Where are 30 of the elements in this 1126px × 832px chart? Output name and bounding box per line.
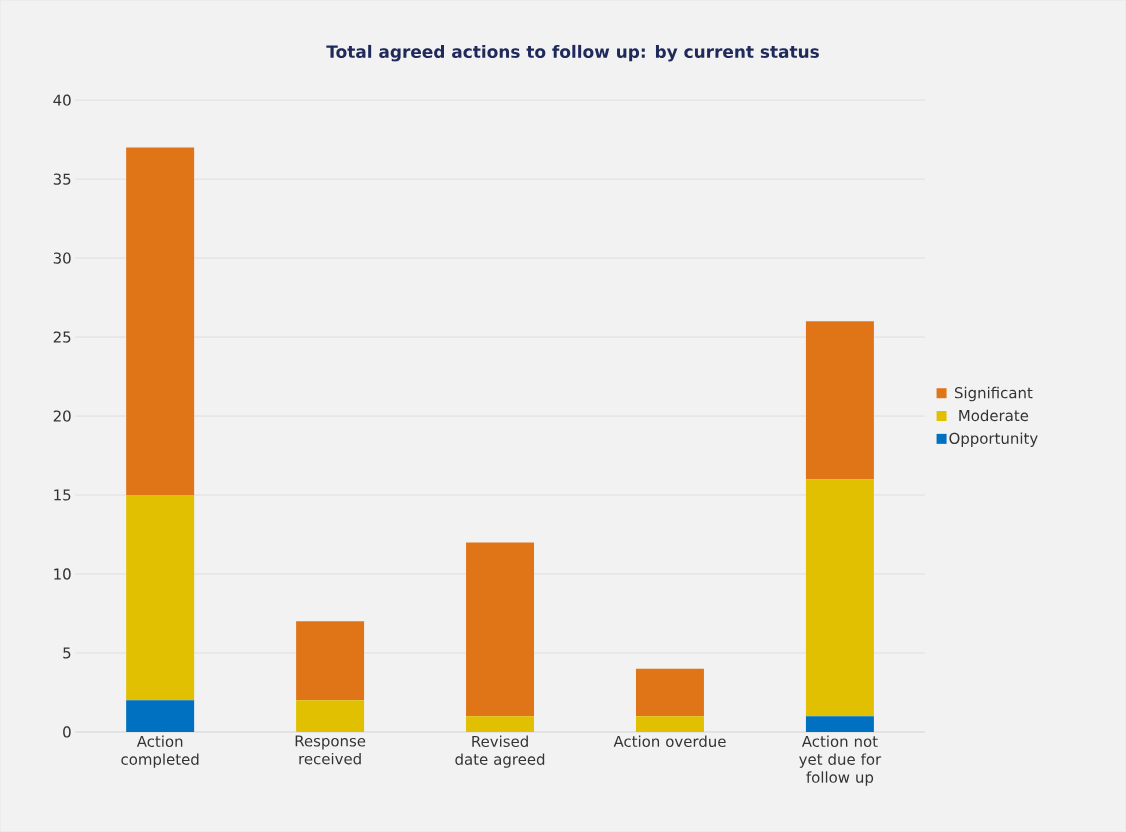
bar — [296, 700, 365, 732]
bar — [126, 147, 195, 495]
y-tick-label: 25 — [53, 331, 71, 343]
x-tick-label: Action completed — [121, 735, 199, 768]
bar — [296, 621, 365, 701]
bar — [805, 479, 874, 717]
bar — [466, 716, 535, 732]
y-tick-label: 10 — [54, 568, 71, 580]
y-tick-label: 30 — [53, 252, 71, 264]
x-tick-label: Revised date agreed — [455, 735, 545, 768]
bar — [126, 494, 195, 701]
y-tick-label: 0 — [63, 726, 71, 738]
legend-label: Moderate — [959, 409, 1029, 422]
y-tick-label: 40 — [53, 94, 71, 106]
bar — [126, 700, 195, 732]
bar — [635, 668, 704, 717]
chart-title: Total agreed actions to follow up: by current status — [326, 44, 819, 62]
y-tick-label: 15 — [54, 489, 71, 501]
bar — [635, 716, 704, 732]
bar — [466, 542, 535, 717]
bar — [805, 716, 874, 732]
y-tick-label: 20 — [53, 410, 71, 422]
y-tick-label: 5 — [63, 647, 71, 659]
legend-label: Opportunity — [949, 432, 1038, 447]
y-tick-label: 35 — [53, 173, 71, 185]
legend-label: Significant — [954, 386, 1033, 402]
bar — [805, 321, 874, 480]
x-tick-label: Response received — [295, 735, 366, 765]
x-tick-label: Action not yet due for follow up — [799, 735, 882, 786]
x-tick-label: Action overdue — [613, 735, 726, 747]
